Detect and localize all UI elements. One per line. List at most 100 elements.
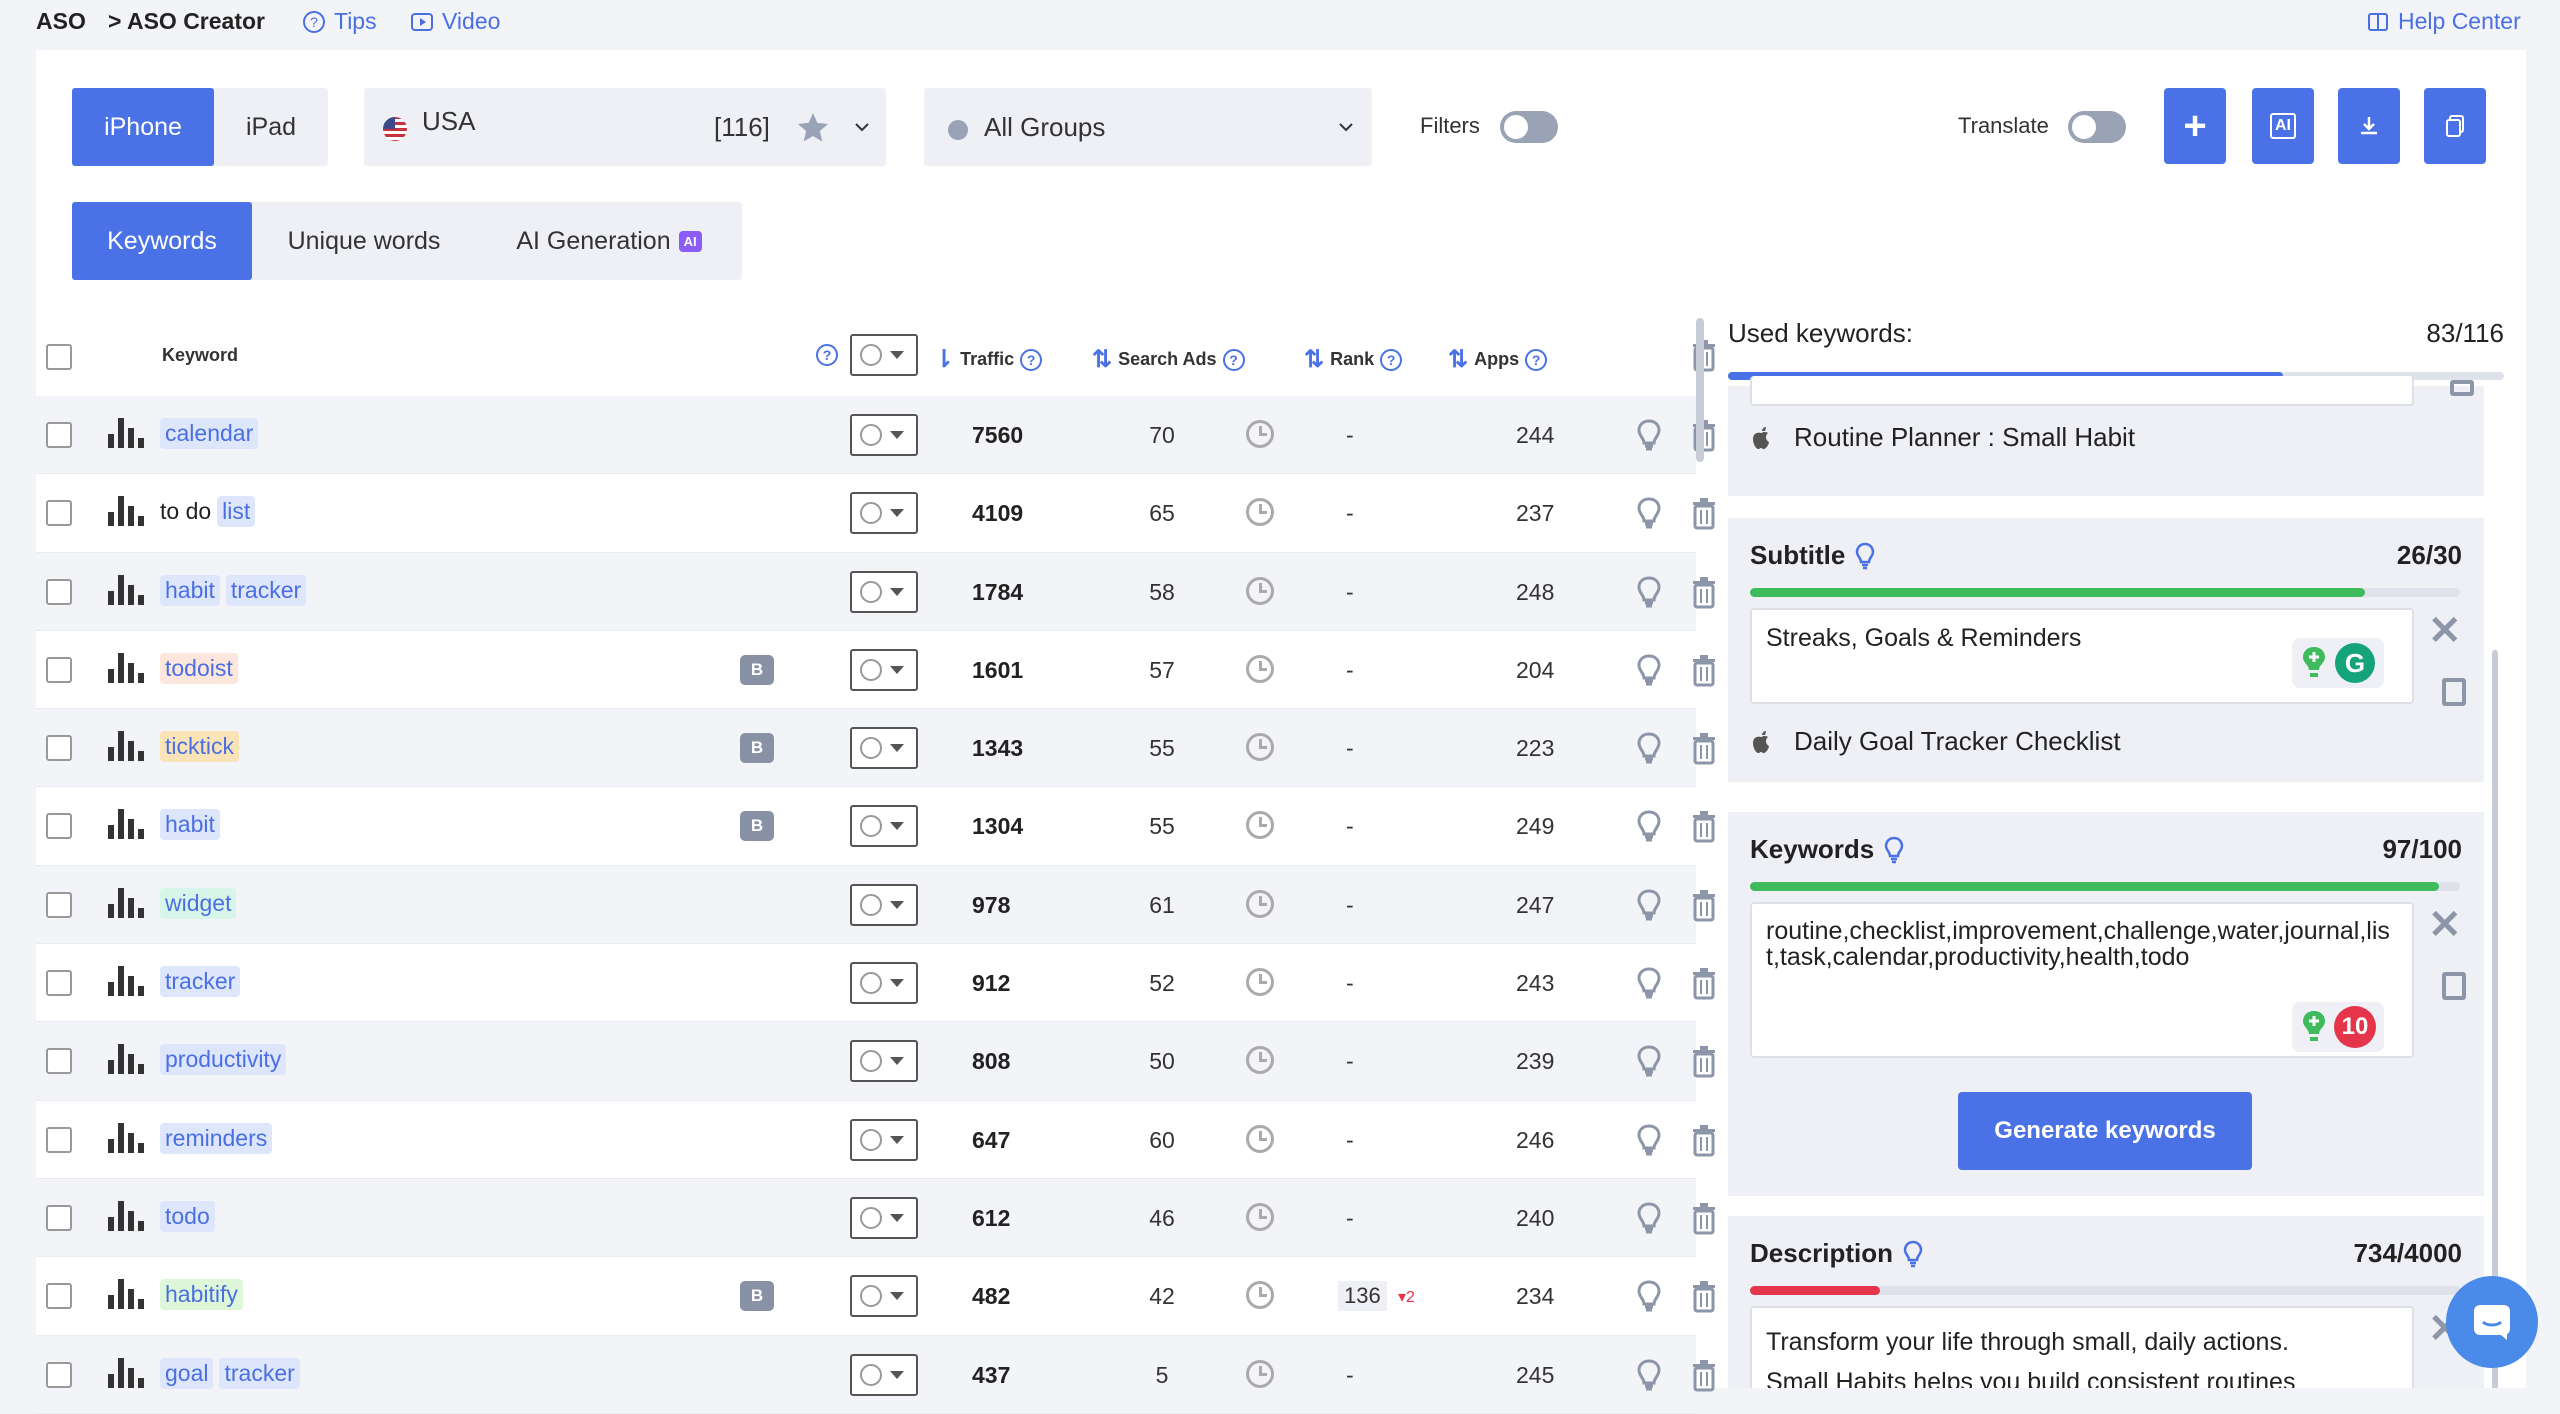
table-row[interactable]: ticktick B 1343 55 - 223 [36, 709, 1715, 788]
status-dropdown[interactable] [850, 1196, 918, 1239]
keyword-chip[interactable]: habit [160, 809, 220, 841]
status-dropdown[interactable] [850, 883, 918, 926]
header-traffic-sort[interactable]: ⇂ Traffic? [934, 345, 1043, 374]
row-checkbox[interactable] [46, 1283, 72, 1310]
country-select[interactable]: USA [116] [364, 88, 886, 166]
copy-subtitle-icon[interactable] [2442, 678, 2466, 706]
clear-subtitle-icon[interactable]: ✕ [2428, 609, 2462, 653]
history-icon[interactable] [1246, 498, 1274, 527]
status-dropdown[interactable] [850, 727, 918, 770]
keyword-chip[interactable]: tracker [219, 1357, 300, 1389]
lightbulb-icon[interactable] [1636, 966, 1662, 1000]
bar-chart-icon[interactable] [108, 496, 144, 527]
table-row[interactable]: reminders 647 60 - 246 [36, 1100, 1715, 1179]
history-icon[interactable] [1246, 968, 1274, 997]
header-apps-sort[interactable]: ⇅ Apps? [1448, 345, 1548, 374]
row-checkbox[interactable] [46, 500, 72, 527]
clear-keywords-icon[interactable]: ✕ [2428, 903, 2462, 947]
table-row[interactable]: habit tracker 1784 58 - 248 [36, 552, 1715, 631]
lightbulb-icon[interactable] [1884, 836, 1904, 864]
select-all-checkbox[interactable] [46, 344, 72, 370]
status-dropdown[interactable] [850, 1118, 918, 1161]
status-dropdown[interactable] [850, 648, 918, 691]
bar-chart-icon[interactable] [108, 1200, 144, 1231]
download-button[interactable] [2338, 88, 2400, 164]
status-dropdown[interactable] [850, 1275, 918, 1318]
history-icon[interactable] [1246, 1046, 1274, 1075]
lightbulb-icon[interactable] [1636, 418, 1662, 452]
bar-chart-icon[interactable] [108, 1279, 144, 1310]
tab-iphone[interactable]: iPhone [72, 88, 214, 166]
add-button[interactable]: + [2164, 88, 2226, 164]
lightbulb-icon[interactable] [1636, 575, 1662, 609]
row-checkbox[interactable] [46, 813, 72, 840]
title-textarea[interactable] [1750, 376, 2414, 406]
lightbulb-icon[interactable] [1636, 496, 1662, 530]
history-icon[interactable] [1246, 1124, 1274, 1153]
delete-icon[interactable] [1690, 731, 1718, 765]
generate-keywords-button[interactable]: Generate keywords [1958, 1092, 2252, 1170]
status-dropdown[interactable] [850, 962, 918, 1005]
delete-icon[interactable] [1690, 1201, 1718, 1235]
table-row[interactable]: habit B 1304 55 - 249 [36, 787, 1715, 866]
delete-icon[interactable] [1690, 1358, 1718, 1392]
history-icon[interactable] [1246, 1202, 1274, 1231]
lightbulb-icon[interactable] [1636, 809, 1662, 843]
table-row[interactable]: habitify B 482 42 136 ▾2 234 [36, 1257, 1715, 1336]
keyword-chip[interactable]: list [217, 496, 256, 528]
delete-icon[interactable] [1690, 809, 1718, 843]
header-search-ads-sort[interactable]: ⇅ Search Ads? [1092, 345, 1245, 374]
delete-icon[interactable] [1690, 1044, 1718, 1078]
tips-link[interactable]: ? Tips [302, 8, 377, 35]
bar-chart-icon[interactable] [108, 652, 144, 683]
lightbulb-icon[interactable] [1855, 542, 1875, 570]
table-row[interactable]: widget 978 61 - 247 [36, 865, 1715, 945]
table-row[interactable]: tracker 912 52 - 243 [36, 944, 1715, 1023]
status-dropdown[interactable] [850, 1040, 918, 1083]
groups-select[interactable]: All Groups [924, 88, 1372, 166]
row-checkbox[interactable] [46, 735, 72, 762]
chat-button[interactable] [2446, 1276, 2538, 1368]
copy-icon[interactable] [2450, 380, 2474, 396]
delete-icon[interactable] [1690, 966, 1718, 1000]
help-center-link[interactable]: Help Center [2366, 8, 2521, 35]
keyword-chip[interactable]: widget [160, 887, 237, 919]
table-row[interactable]: calendar 7560 70 - 244 [36, 396, 1715, 475]
ai-button[interactable]: AI [2252, 88, 2314, 164]
star-icon[interactable] [794, 110, 832, 146]
tab-ipad[interactable]: iPad [245, 112, 297, 141]
keyword-chip[interactable]: ticktick [160, 731, 239, 763]
traffic-help-icon[interactable]: ? [1020, 348, 1043, 371]
keyword-chip[interactable]: productivity [160, 1044, 287, 1076]
grammarly-error-badge[interactable]: 10 [2334, 1006, 2376, 1048]
bar-chart-icon[interactable] [108, 1357, 144, 1388]
search-ads-help-icon[interactable]: ? [1222, 348, 1245, 371]
lightbulb-icon[interactable] [1636, 731, 1662, 765]
row-checkbox[interactable] [46, 578, 72, 605]
keyword-chip[interactable]: reminders [160, 1122, 273, 1154]
panel-scrollbar[interactable] [2492, 650, 2498, 1388]
row-checkbox[interactable] [46, 1048, 72, 1075]
bar-chart-icon[interactable] [108, 887, 144, 918]
lightbulb-icon[interactable] [1636, 1201, 1662, 1235]
filters-toggle[interactable] [1500, 111, 1558, 143]
history-icon[interactable] [1246, 889, 1274, 918]
history-icon[interactable] [1246, 1281, 1274, 1310]
history-icon[interactable] [1246, 576, 1274, 605]
history-icon[interactable] [1246, 654, 1274, 683]
lightbulb-plus-icon[interactable] [2300, 645, 2328, 681]
history-icon[interactable] [1246, 1359, 1274, 1388]
breadcrumb-root[interactable]: ASO [36, 8, 86, 34]
table-row[interactable]: productivity 808 50 - 239 [36, 1022, 1715, 1101]
delete-icon[interactable] [1690, 1123, 1718, 1157]
lightbulb-icon[interactable] [1636, 1123, 1662, 1157]
bar-chart-icon[interactable] [108, 809, 144, 840]
history-icon[interactable] [1246, 733, 1274, 762]
lightbulb-icon[interactable] [1636, 888, 1662, 922]
lightbulb-icon[interactable] [1636, 653, 1662, 687]
lightbulb-icon[interactable] [1636, 1044, 1662, 1078]
keyword-help-icon[interactable]: ? [816, 344, 838, 366]
delete-icon[interactable] [1690, 418, 1718, 452]
delete-icon[interactable] [1690, 888, 1718, 922]
bar-chart-icon[interactable] [108, 574, 144, 605]
